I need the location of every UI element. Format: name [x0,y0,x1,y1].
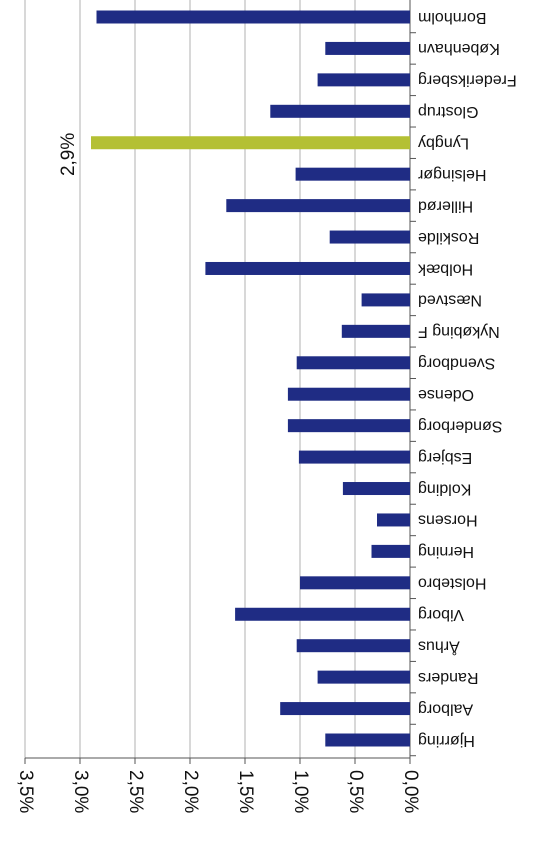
category-label: Svendborg [418,355,495,372]
value-label: 2,9% [58,133,79,176]
bar [91,136,410,150]
bar [377,513,410,527]
x-tick-label: 1,5% [235,770,256,813]
bar [295,167,410,181]
x-tick-label: 0,5% [345,770,366,813]
x-tick-label: 1,0% [290,770,311,813]
bar [296,356,410,370]
bar [329,230,410,244]
category-label: Roskilde [418,229,479,246]
category-label: Frederiksberg [418,72,517,89]
bar [325,733,410,747]
bar [371,544,410,558]
bar [361,293,410,307]
bar [96,10,410,24]
category-label: København [418,40,500,57]
category-label: Aalborg [418,700,473,717]
category-label: Hjørring [418,732,475,749]
bar [317,73,410,87]
bar [341,324,410,338]
category-label: Næstved [418,292,482,309]
x-tick-label: 3,0% [70,770,91,813]
x-tick-label: 2,0% [180,770,201,813]
category-label: Bornholm [418,9,486,26]
category-label: Holstebro [418,575,487,592]
category-label: Lyngby [418,135,469,152]
category-label: Viborg [418,606,464,623]
category-label: Holbæk [417,260,473,277]
bar [226,199,410,213]
category-label: Odense [418,386,474,403]
category-label: Århus [418,637,460,656]
category-label: Randers [418,669,478,686]
bar [296,639,410,653]
bar [325,41,410,55]
category-label: Helsingør [417,166,486,183]
x-tick-label: 0,0% [400,770,421,813]
bar [287,387,410,401]
category-label: Nykøbing F [418,323,500,340]
bar [287,419,410,433]
category-label: Herning [418,543,474,560]
x-tick-label: 3,5% [15,770,36,813]
bar [300,576,410,590]
bar [270,104,410,118]
category-label: Glostrup [418,103,479,120]
category-label: Kolding [418,480,471,497]
bar [298,450,410,464]
category-label: Horsens [418,512,478,529]
bar [205,261,410,275]
category-label: Esbjerg [418,449,472,466]
bar [235,607,410,621]
category-label: Sønderborg [418,417,503,434]
category-label: Hillerød [418,197,473,214]
bar [280,702,410,716]
bar [317,670,410,684]
bar [342,482,410,496]
x-tick-label: 2,5% [125,770,146,813]
